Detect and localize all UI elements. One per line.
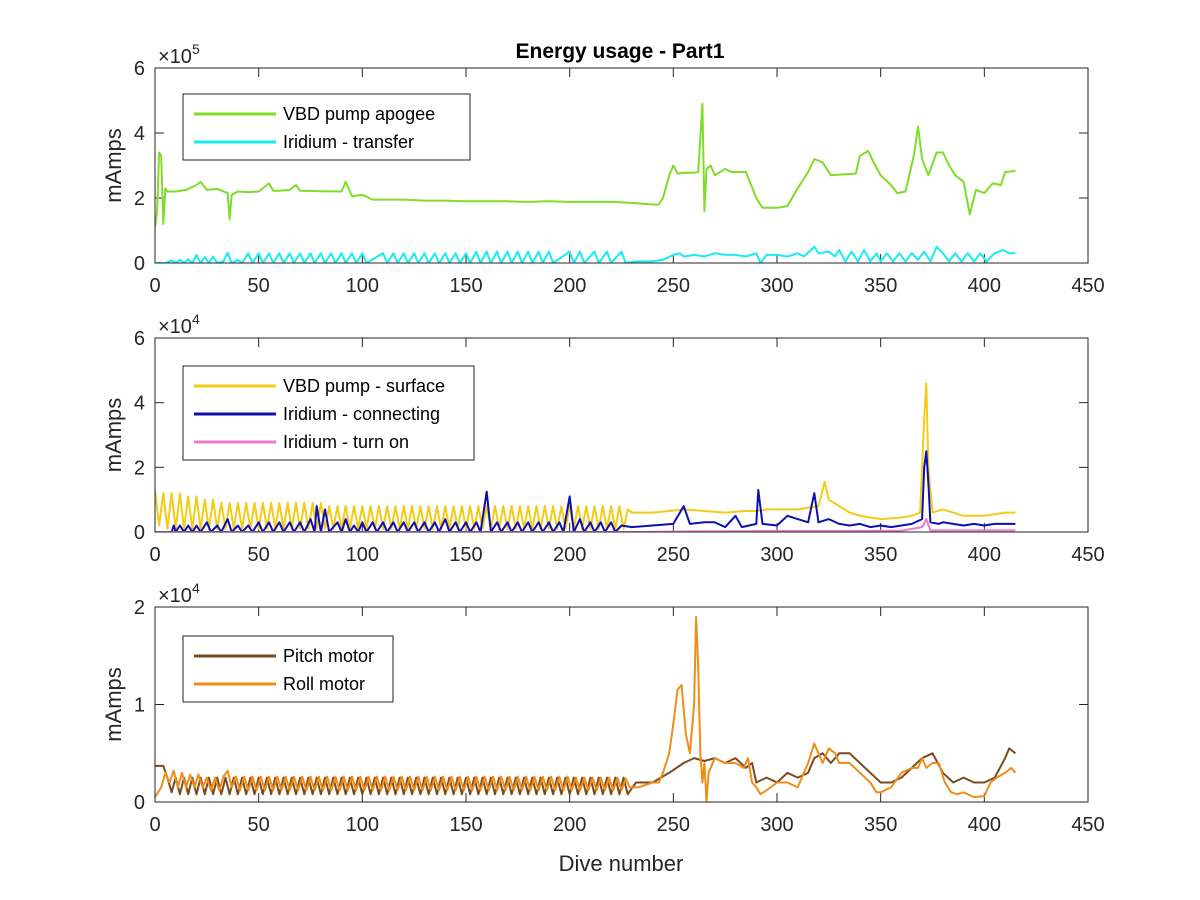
x-tick-label: 400	[968, 814, 1001, 836]
y-tick-label: 0	[134, 253, 145, 275]
x-tick-label: 450	[1071, 275, 1104, 297]
x-tick-label: 250	[657, 544, 690, 566]
legend-label: Iridium - connecting	[283, 404, 440, 424]
y-tick-label: 1	[134, 695, 145, 717]
x-tick-label: 50	[248, 544, 270, 566]
legend-label: VBD pump apogee	[283, 104, 435, 124]
x-tick-label: 150	[449, 814, 482, 836]
series-line-2	[155, 450, 1016, 532]
y-axis-label: mAmps	[101, 128, 126, 203]
legend-label: Iridium - transfer	[283, 132, 414, 152]
legend-box	[182, 635, 394, 703]
y-tick-label: 4	[134, 123, 145, 145]
y-tick-label: 2	[134, 188, 145, 210]
x-axis-label: Dive number	[559, 851, 684, 876]
subplot-panels: 0 50 100 150 200 250 300 350 400 4500246×105mAmps…	[101, 41, 1105, 836]
series-line-2	[155, 615, 1017, 802]
x-tick-label: 450	[1071, 544, 1104, 566]
series-line-2	[155, 245, 1016, 263]
x-tick-label: 300	[760, 275, 793, 297]
y-exponent-power: 5	[192, 41, 200, 57]
x-tick-label: 350	[864, 814, 897, 836]
series-line-3	[155, 518, 1016, 532]
legend: Pitch motor Roll motor	[182, 635, 394, 703]
x-tick-label: 200	[553, 275, 586, 297]
y-axis-label: mAmps	[101, 398, 126, 473]
legend-box	[182, 93, 471, 161]
subplot-3: 0 50 100 150 200 250 300 350 400 450012×104mAmpsP…	[101, 580, 1105, 836]
x-tick-label: 150	[449, 544, 482, 566]
series-line-1	[155, 102, 1016, 228]
x-tick-label: 0	[149, 544, 160, 566]
x-tick-label: 300	[760, 814, 793, 836]
x-tick-label: 150	[449, 275, 482, 297]
y-tick-label: 6	[134, 58, 145, 80]
x-tick-label: 350	[864, 544, 897, 566]
legend: VBD pump apogee Iridium - transfer	[182, 93, 471, 161]
y-tick-label: 0	[134, 522, 145, 544]
x-tick-label: 350	[864, 275, 897, 297]
x-tick-label: 100	[346, 544, 379, 566]
plot-frame	[154, 337, 1089, 533]
x-tick-label: 50	[248, 814, 270, 836]
y-tick-label: 6	[134, 328, 145, 350]
x-tick-label: 250	[657, 814, 690, 836]
series-line-1	[155, 382, 1016, 530]
x-tick-label: 400	[968, 275, 1001, 297]
chart-title: Energy usage - Part1	[516, 40, 725, 63]
y-exponent-power: 4	[192, 311, 200, 327]
x-tick-label: 0	[149, 814, 160, 836]
legend-label: Pitch motor	[283, 646, 374, 666]
x-tick-label: 300	[760, 544, 793, 566]
y-exponent-power: 4	[192, 580, 200, 596]
x-tick-label: 200	[553, 814, 586, 836]
y-tick-label: 2	[134, 597, 145, 619]
y-tick-label: 0	[134, 792, 145, 814]
y-tick-label: 4	[134, 393, 145, 415]
x-tick-label: 100	[346, 814, 379, 836]
x-tick-label: 400	[968, 544, 1001, 566]
plot-frame	[154, 606, 1089, 803]
y-tick-label: 2	[134, 457, 145, 479]
x-tick-label: 450	[1071, 814, 1104, 836]
x-tick-label: 250	[657, 275, 690, 297]
y-axis-label: mAmps	[101, 667, 126, 742]
subplot-2: 0 50 100 150 200 250 300 350 400 4500246×104mAmps…	[101, 311, 1105, 566]
legend-label: Roll motor	[283, 674, 365, 694]
x-tick-label: 200	[553, 544, 586, 566]
plot-frame	[154, 67, 1089, 264]
subplot-1: 0 50 100 150 200 250 300 350 400 4500246×105mAmps…	[101, 41, 1105, 297]
legend-label: Iridium - turn on	[283, 432, 409, 452]
x-tick-label: 0	[149, 275, 160, 297]
x-tick-label: 100	[346, 275, 379, 297]
legend: VBD pump - surface Iridium - connecting Ir…	[182, 365, 475, 461]
legend-label: VBD pump - surface	[283, 376, 445, 396]
x-tick-label: 50	[248, 275, 270, 297]
